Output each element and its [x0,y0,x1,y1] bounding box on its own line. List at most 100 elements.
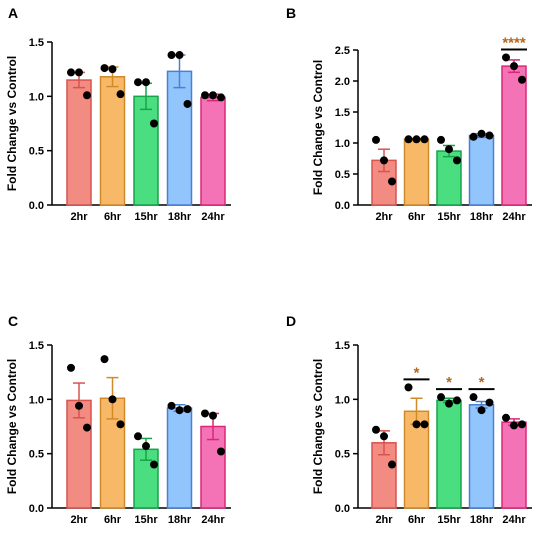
x-tick-label: 15hr [437,514,461,526]
data-point [150,119,158,128]
data-point [372,135,380,144]
y-tick-label: 0.5 [29,146,44,158]
data-point [67,68,75,77]
data-point [209,91,217,100]
significance-marker: * [479,374,485,391]
y-tick-label: 0.0 [335,200,350,212]
data-point [201,91,209,100]
data-point [445,145,453,154]
data-point [453,156,461,165]
y-tick-label: 1.5 [335,340,350,352]
bar-2hr [371,442,397,509]
data-point [485,131,494,140]
bar-18hr [468,134,495,206]
data-point [150,460,158,469]
x-tick-label: 24hr [502,514,526,526]
data-point [175,406,184,415]
x-tick-label: 24hr [201,211,225,223]
y-tick-label: 0.0 [29,200,44,212]
data-point [134,432,142,441]
y-axis-label: Fold Change vs Control [311,60,325,195]
data-point [502,413,510,422]
y-tick-label: 0.5 [335,449,350,461]
y-tick-label: 2.5 [335,45,350,57]
x-tick-label: 18hr [168,514,192,526]
bar-18hr [166,407,193,509]
data-point [380,432,388,441]
data-point [108,395,117,404]
data-point [445,399,453,408]
data-point [217,93,225,102]
x-tick-label: 2hr [70,211,88,223]
x-tick-label: 18hr [168,211,192,223]
data-point [75,401,83,410]
data-point [412,135,421,144]
data-point [518,420,526,429]
data-point [142,78,150,87]
data-point [83,423,91,432]
data-point [420,135,429,144]
data-point [142,442,150,451]
panel-b: B Fold Change vs Control 0.0 0.5 1.0 1.5 2.0 2.… [286,5,532,223]
y-tick-label: 1.5 [29,340,44,352]
bar-15hr [436,399,462,509]
data-point [183,99,192,108]
data-point [469,393,478,402]
panel-letter: D [286,313,296,329]
data-point [209,411,217,420]
data-point [485,398,494,407]
y-tick-label: 0.0 [335,503,350,515]
significance-marker: * [414,364,420,381]
y-tick-label: 1.0 [29,91,44,103]
data-point [502,53,510,62]
y-tick-label: 1.5 [29,37,44,49]
data-point [477,129,486,138]
y-tick-label: 2.0 [335,76,350,88]
data-point [477,406,486,415]
data-point [134,78,142,87]
x-tick-label: 15hr [134,211,158,223]
data-point [372,425,380,434]
data-point [469,132,478,141]
x-tick-label: 15hr [134,514,158,526]
data-point [510,421,518,430]
data-point [116,90,125,99]
data-point [388,177,396,186]
y-tick-label: 1.0 [335,138,350,150]
data-point [404,135,413,144]
x-tick-label: 2hr [375,211,393,223]
x-tick-label: 18hr [470,514,494,526]
data-point [116,420,125,429]
y-axis-label: Fold Change vs Control [311,359,325,494]
data-point [167,51,176,60]
y-tick-label: 0.5 [335,169,350,181]
bar-24hr [501,65,527,206]
x-tick-label: 6hr [408,514,426,526]
data-point [388,460,396,469]
data-point [75,68,83,77]
data-point [100,64,109,73]
x-tick-label: 18hr [470,211,494,223]
data-point [100,355,109,364]
data-point [437,135,445,144]
data-point [201,409,209,418]
data-point [453,396,461,405]
x-tick-label: 2hr [70,514,88,526]
y-tick-label: 1.0 [29,394,44,406]
data-point [412,420,421,429]
panel-letter: B [286,5,296,21]
bar-24hr [200,96,226,206]
significance-marker: **** [502,34,526,51]
data-point [380,156,388,165]
data-point [510,62,518,71]
bar-24hr [501,421,527,509]
data-point [67,363,75,372]
panel-d: D Fold Change vs Control 0.0 0.5 1.0 1.5 2hr 6h… [286,313,532,526]
data-point [108,65,117,74]
data-point [83,91,91,100]
data-point [518,75,526,84]
x-tick-label: 15hr [437,211,461,223]
x-tick-label: 6hr [104,211,122,223]
x-tick-label: 24hr [502,211,526,223]
